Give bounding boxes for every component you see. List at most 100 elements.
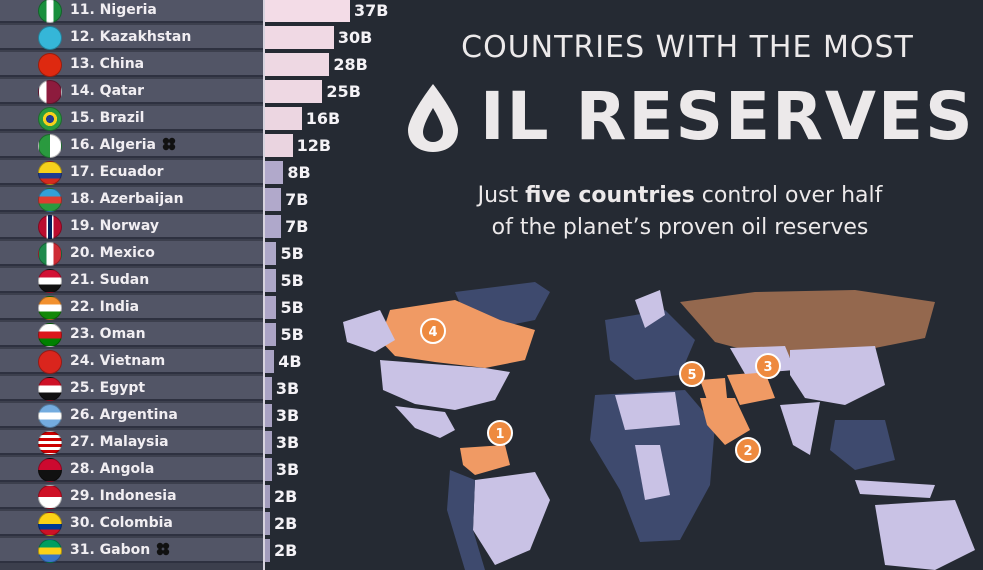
marker-5 — [679, 361, 705, 387]
bar — [265, 458, 272, 481]
country-label: 25. Egypt — [70, 380, 146, 396]
brazil-flag-icon — [38, 107, 62, 131]
bar — [265, 53, 330, 76]
oil-drop-icon — [408, 84, 458, 152]
mexico — [395, 406, 455, 438]
bar — [265, 242, 277, 265]
country-label: 29. Indonesia — [70, 488, 177, 504]
bar-value-label: 37B — [354, 1, 389, 20]
algeria-flag-icon — [38, 134, 62, 158]
bar-value-label: 3B — [275, 406, 300, 425]
kazakhstan-flag-icon — [38, 26, 62, 50]
country-label: 31. Gabon — [70, 538, 170, 563]
australia — [875, 500, 975, 570]
indonesia-flag-icon — [38, 485, 62, 509]
bar-value-label: 28B — [333, 55, 368, 74]
country-label: 20. Mexico — [70, 245, 155, 261]
bar — [265, 269, 277, 292]
rank-row: 17. Ecuador — [0, 160, 263, 185]
bar-value-label: 2B — [274, 514, 298, 533]
subtitle-post: control over half — [694, 183, 883, 208]
rank-row: 28. Angola — [0, 457, 263, 482]
country-label: 15. Brazil — [70, 110, 145, 126]
southeast-asia — [830, 420, 895, 470]
oman-flag-icon — [38, 323, 62, 347]
marker-2 — [735, 437, 761, 463]
bar — [265, 485, 270, 508]
iraq — [700, 378, 727, 400]
bar — [265, 0, 350, 22]
marker-5-label: 5 — [687, 368, 696, 383]
bar — [265, 188, 282, 211]
rank-row: 24. Vietnam — [0, 349, 263, 374]
nigeria-flag-icon — [38, 0, 62, 23]
nigeria-angola — [635, 445, 670, 500]
country-label: 27. Malaysia — [70, 434, 169, 450]
bar-value-label: 7B — [285, 217, 309, 236]
bar — [265, 215, 282, 238]
china-flag-icon — [38, 53, 62, 77]
china — [790, 346, 885, 405]
bar — [265, 107, 302, 130]
country-label: 21. Sudan — [70, 272, 150, 288]
country-label: 11. Nigeria — [70, 2, 157, 18]
rank-row: 22. India — [0, 295, 263, 320]
indonesia — [855, 480, 935, 498]
country-label: 22. India — [70, 299, 140, 315]
subtitle-line2: of the planet’s proven oil reserves — [491, 215, 869, 240]
rank-row: 23. Oman — [0, 322, 263, 347]
gabon-flag-icon — [38, 539, 62, 563]
rank-row: 18. Azerbaijan — [0, 187, 263, 212]
malaysia-flag-icon — [38, 431, 62, 455]
country-label: 17. Ecuador — [70, 164, 164, 180]
norway — [635, 290, 665, 328]
rank-row: 30. Colombia — [0, 511, 263, 536]
bar — [265, 296, 277, 319]
bar-value-label: 5B — [280, 244, 304, 263]
rank-row: 13. China — [0, 52, 263, 77]
rank-row: 20. Mexico — [0, 241, 263, 266]
saudi-arabia — [700, 398, 750, 445]
bar-value-label: 8B — [287, 163, 311, 182]
opec-icon — [162, 137, 176, 151]
rank-row: 11. Nigeria — [0, 0, 263, 23]
marker-4 — [420, 318, 446, 344]
marker-3 — [755, 353, 781, 379]
marker-2-label: 2 — [743, 444, 752, 459]
rank-row: 15. Brazil — [0, 106, 263, 131]
qatar-flag-icon — [38, 80, 62, 104]
rank-row: 19. Norway — [0, 214, 263, 239]
bar-value-label: 30B — [337, 28, 373, 47]
country-label: 18. Azerbaijan — [70, 191, 184, 207]
country-label: 24. Vietnam — [70, 353, 166, 369]
algeria-libya — [615, 392, 680, 430]
bar — [265, 323, 277, 346]
bar-value-label: 12B — [296, 136, 332, 155]
rank-row: 26. Argentina — [0, 403, 263, 428]
azerbaijan-flag-icon — [38, 188, 62, 212]
country-label: 19. Norway — [70, 218, 159, 234]
angola-flag-icon — [38, 458, 62, 482]
marker-4-label: 4 — [428, 325, 437, 340]
bar-value-label: 3B — [275, 460, 300, 479]
country-label: 12. Kazakhstan — [70, 29, 192, 45]
rank-row: 21. Sudan — [0, 268, 263, 293]
country-label: 28. Angola — [70, 461, 155, 477]
bar-value-label: 2B — [274, 541, 298, 560]
bar — [265, 539, 270, 562]
norway-flag-icon — [38, 215, 62, 239]
rank-row: 27. Malaysia — [0, 430, 263, 455]
country-label: 30. Colombia — [70, 515, 173, 531]
bar — [265, 161, 284, 184]
iran — [727, 372, 775, 405]
bar-value-label: 5B — [280, 271, 304, 290]
title-line1: COUNTRIES WITH THE MOST — [461, 30, 914, 65]
rank-row: 31. Gabon — [0, 538, 263, 563]
sudan-flag-icon — [38, 269, 62, 293]
bar-value-label: 5B — [280, 325, 304, 344]
bar — [265, 350, 275, 373]
bar-value-label: 16B — [305, 109, 341, 128]
subtitle-bold: five countries — [525, 183, 695, 208]
chart-axis — [263, 0, 265, 570]
india — [780, 402, 820, 455]
